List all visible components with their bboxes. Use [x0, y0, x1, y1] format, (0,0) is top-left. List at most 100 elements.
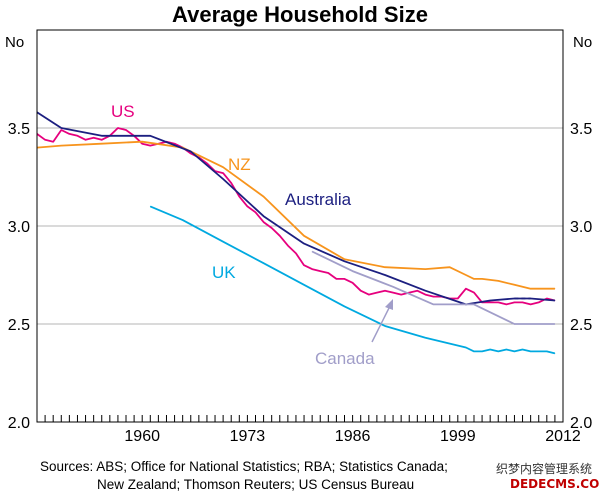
point-canada-1981	[311, 251, 313, 252]
point-us-1999	[457, 298, 459, 299]
point-us-2003	[489, 302, 491, 303]
x-tick-label-1986: 1986	[335, 428, 371, 445]
point-us-2007	[522, 302, 523, 303]
y-tick-label-left-2.5: 2.5	[8, 317, 30, 334]
point-nz-1955	[101, 143, 103, 145]
point-australia-1975	[263, 215, 264, 217]
point-uk-1975	[263, 262, 264, 264]
point-us-1961	[149, 145, 151, 147]
point-us-1952	[77, 135, 78, 137]
watermark-backdrop	[490, 460, 600, 492]
point-us-1984	[336, 278, 337, 280]
series-label-canada: Canada	[315, 349, 375, 368]
point-us-1982	[319, 270, 321, 272]
point-nz-1998	[449, 266, 451, 268]
series-line-uk	[149, 205, 556, 355]
series-label-us: US	[111, 102, 135, 121]
point-uk-1970	[222, 241, 224, 243]
series-label-uk: UK	[212, 263, 236, 282]
point-australia-1955	[101, 135, 103, 137]
point-uk-2009	[538, 351, 540, 352]
point-us-1990	[384, 290, 386, 292]
source-line-2: New Zealand; Thomson Reuters; US Census …	[97, 477, 414, 492]
point-us-1960	[141, 143, 143, 145]
point-australia-1961	[149, 135, 151, 137]
point-us-1976	[271, 227, 273, 229]
series-layer	[36, 111, 556, 355]
point-nz-2008	[530, 288, 531, 290]
point-uk-2000	[465, 347, 467, 348]
point-us-1981	[311, 268, 313, 270]
point-us-1971	[230, 182, 232, 184]
y-tick-label-right-2.5: 2.5	[570, 317, 592, 334]
point-uk-1990	[384, 325, 386, 327]
point-us-1964	[174, 143, 176, 145]
point-nz-2001	[473, 278, 475, 280]
point-us-1970	[222, 172, 224, 174]
point-uk-2010	[546, 351, 548, 352]
y-tick-label-right-3.5: 3.5	[570, 121, 592, 138]
y-tick-label-right-2.0: 2.0	[570, 415, 592, 432]
point-australia-1980	[303, 243, 305, 245]
x-tick-label-1960: 1960	[124, 428, 160, 445]
point-australia-1990	[384, 274, 386, 276]
y-tick-label-left-2.0: 2.0	[8, 415, 30, 432]
point-us-1949	[52, 141, 54, 143]
point-us-1954	[93, 137, 94, 139]
series-line-us	[36, 127, 556, 306]
point-us-1995	[425, 294, 426, 295]
y-tick-label-left-3.0: 3.0	[8, 219, 30, 236]
point-nz-2002	[481, 278, 483, 280]
point-us-1968	[206, 162, 208, 164]
point-us-1992	[400, 294, 402, 295]
point-us-1953	[85, 139, 86, 141]
point-nz-2006	[514, 284, 515, 286]
point-australia-1985	[344, 260, 345, 262]
point-uk-2001	[473, 351, 475, 352]
point-uk-2006	[514, 351, 515, 352]
canada-arrow-head	[385, 299, 393, 310]
point-australia-1960	[141, 135, 143, 137]
point-us-1974	[255, 211, 256, 213]
point-nz-1980	[303, 235, 305, 237]
point-us-1987	[360, 290, 362, 292]
point-uk-2007	[522, 349, 523, 350]
point-us-1991	[392, 292, 394, 293]
axis-ticks	[44, 415, 556, 422]
left-axis-unit: No	[5, 34, 24, 51]
point-nz-2011	[554, 288, 556, 290]
plot-frame	[36, 29, 564, 423]
point-nz-1950	[60, 145, 62, 147]
y-tick-label-right-3.0: 3.0	[570, 219, 592, 236]
point-uk-2011	[554, 353, 556, 354]
point-uk-1995	[425, 337, 426, 339]
point-nz-2000	[465, 274, 467, 276]
point-canada-2006	[514, 323, 515, 325]
point-us-1996	[433, 296, 434, 297]
point-uk-1980	[303, 284, 305, 286]
point-australia-1970	[222, 178, 224, 180]
watermark-url: DEDECMS.COM	[510, 477, 600, 491]
point-us-1958	[125, 129, 127, 131]
point-us-1979	[295, 253, 297, 254]
x-tick-label-2012: 2012	[545, 428, 581, 445]
point-uk-1961	[149, 206, 151, 207]
point-uk-2004	[497, 351, 499, 352]
point-uk-2003	[489, 349, 491, 350]
axis-labels: 2.0 2.0 2.5 2.5 3.0 3.0 3.5 3.5 1960 1973 1986 1999…	[8, 121, 593, 445]
point-australia-1950	[60, 127, 62, 129]
point-uk-2002	[481, 351, 483, 352]
point-us-1986	[352, 282, 353, 284]
point-uk-1965	[182, 219, 184, 221]
series-line-nz	[36, 140, 555, 290]
point-us-1948	[44, 139, 46, 141]
point-australia-2003	[489, 300, 491, 301]
x-tick-label-1973: 1973	[230, 428, 266, 445]
point-us-1957	[117, 127, 119, 129]
point-uk-2005	[506, 349, 507, 350]
point-canada-2011	[554, 323, 556, 325]
series-label-nz: NZ	[228, 155, 251, 174]
point-us-2009	[538, 302, 540, 303]
point-us-1950	[60, 129, 62, 131]
